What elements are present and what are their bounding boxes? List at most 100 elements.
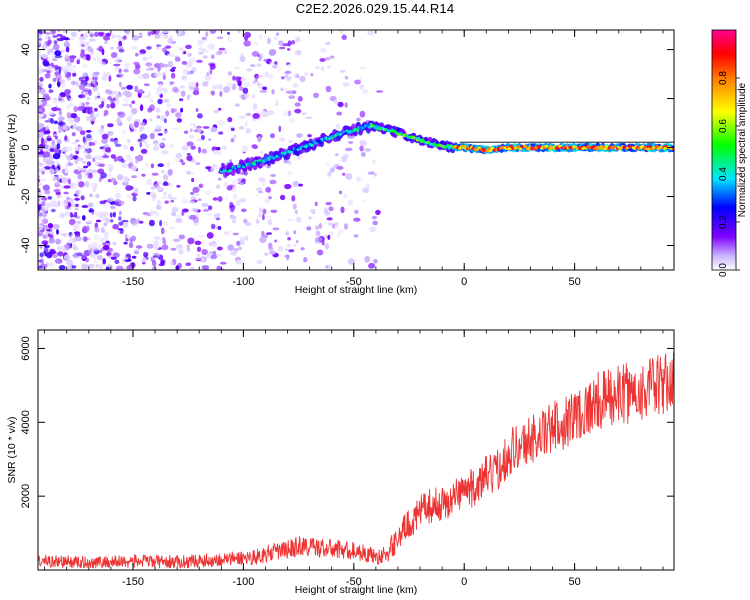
heatmap-cell (41, 240, 49, 245)
heatmap-cell (324, 243, 330, 250)
heatmap-cell (131, 45, 138, 50)
heatmap-cell (121, 86, 126, 90)
heatmap-cell (151, 172, 159, 176)
heatmap-cell (245, 234, 249, 241)
heatmap-cell (63, 41, 70, 48)
heatmap-cell (101, 48, 105, 56)
heatmap-cell (78, 83, 86, 91)
heatmap-cell (284, 248, 289, 251)
heatmap-cell (188, 81, 197, 87)
heatmap-cell (339, 69, 346, 73)
heatmap-cell (93, 259, 99, 263)
heatmap-cell (201, 202, 209, 208)
heatmap-cell (141, 56, 149, 62)
heatmap-cell (324, 57, 331, 61)
heatmap-cell (364, 148, 371, 152)
heatmap-cell (133, 250, 140, 255)
heatmap-cell (131, 255, 137, 259)
heatmap-cell (310, 73, 314, 77)
heatmap-cell (365, 183, 370, 190)
heatmap-cell (223, 231, 230, 236)
heatmap-cell (193, 87, 200, 92)
heatmap-cell (285, 90, 294, 94)
heatmap-cell (262, 213, 265, 221)
colorbar-tick-label: 0.2 (718, 215, 729, 229)
heatmap-cell (293, 230, 297, 235)
heatmap-cell (279, 194, 286, 201)
heatmap-cell (187, 200, 196, 204)
heatmap-cell (215, 51, 220, 55)
heatmap-cell (337, 101, 344, 108)
heatmap-cell (138, 220, 144, 224)
heatmap-cell (223, 86, 231, 93)
heatmap-cell (186, 141, 194, 147)
heatmap-cell (40, 137, 45, 144)
heatmap-cell (64, 152, 68, 159)
heatmap-cell (174, 214, 182, 219)
heatmap-cell (229, 215, 237, 220)
heatmap-cell (218, 107, 222, 111)
heatmap-cell (64, 89, 71, 95)
heatmap-cell (74, 203, 79, 207)
heatmap-cell (184, 130, 189, 134)
heatmap-cell (83, 165, 89, 169)
signal-cell-core (603, 147, 608, 151)
heatmap-cell (100, 61, 106, 67)
heatmap-cell (288, 95, 296, 99)
heatmap-cell (82, 236, 88, 242)
heatmap-cell (207, 213, 213, 216)
heatmap-cell (93, 71, 100, 76)
heatmap-cell (292, 83, 299, 88)
heatmap-cell (239, 76, 247, 83)
heatmap-cell (161, 244, 169, 251)
signal-cell-core (374, 124, 378, 128)
heatmap-cell (81, 204, 89, 209)
heatmap-cell (63, 254, 70, 261)
heatmap-cell (297, 96, 303, 102)
signal-cell-core (229, 169, 233, 172)
heatmap-cell (43, 224, 49, 230)
heatmap-cell (138, 74, 143, 80)
heatmap-cell (163, 34, 169, 39)
heatmap-cell (264, 252, 269, 256)
heatmap-cell (51, 139, 56, 146)
y-tick-label: 4000 (20, 410, 32, 434)
heatmap-cell (59, 92, 66, 98)
heatmap-cell (146, 243, 154, 249)
heatmap-cell (356, 176, 362, 182)
heatmap-cell (111, 91, 119, 94)
heatmap-cell (108, 75, 112, 82)
heatmap-cell (86, 206, 91, 211)
heatmap-cell (175, 30, 183, 35)
heatmap-cell (359, 76, 363, 82)
heatmap-cell (196, 59, 203, 63)
heatmap-cell (89, 33, 94, 38)
y-tick-label: 40 (20, 43, 32, 55)
heatmap-cell (164, 70, 168, 73)
heatmap-cell (162, 47, 167, 53)
heatmap-cell (123, 68, 129, 73)
heatmap-cell (261, 230, 265, 238)
heatmap-cell (232, 193, 238, 200)
heatmap-cell (60, 184, 65, 190)
heatmap-cell (256, 63, 262, 68)
heatmap-cell (101, 74, 108, 81)
heatmap-cell (255, 219, 260, 224)
heatmap-cell (95, 219, 102, 223)
heatmap-cell (372, 159, 376, 165)
heatmap-cell (98, 163, 105, 168)
heatmap-cell (256, 194, 260, 197)
heatmap-cell (155, 204, 162, 211)
heatmap-cell (354, 209, 359, 214)
heatmap-cell (50, 30, 56, 35)
heatmap-cell (170, 53, 176, 58)
heatmap-cell (53, 188, 61, 193)
heatmap-cell (65, 46, 70, 53)
heatmap-cell (200, 257, 206, 263)
heatmap-cell (288, 249, 295, 253)
heatmap-cell (369, 226, 377, 233)
heatmap-cell (332, 222, 339, 230)
heatmap-cell (264, 198, 271, 204)
heatmap-cell (192, 186, 200, 193)
heatmap-cell (122, 129, 126, 135)
